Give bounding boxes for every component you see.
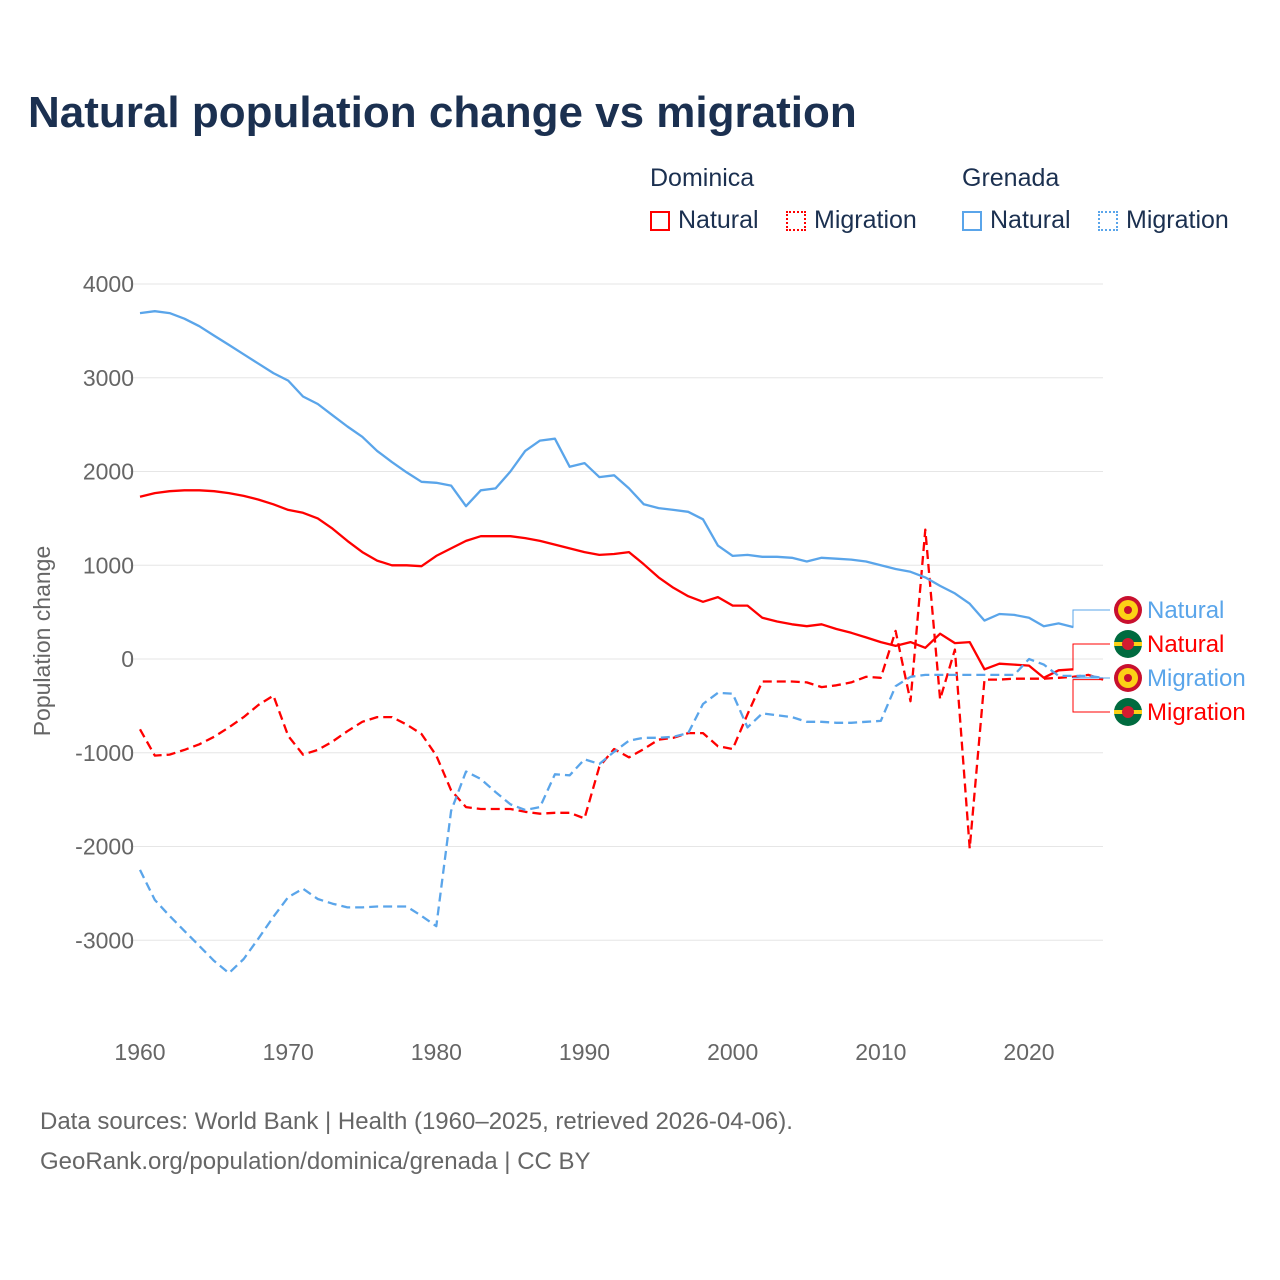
y-tick-label: 4000 bbox=[83, 271, 134, 297]
x-tick-label: 2020 bbox=[1003, 1039, 1054, 1065]
x-tick-label: 2000 bbox=[707, 1039, 758, 1065]
label-connector bbox=[1072, 679, 1110, 713]
y-tick-label: -3000 bbox=[75, 927, 134, 953]
x-tick-label: 1980 bbox=[411, 1039, 462, 1065]
label-connector bbox=[1072, 643, 1110, 670]
chart-title: Natural population change vs migration bbox=[28, 88, 857, 137]
source-line-2[interactable]: GeoRank.org/population/dominica/grenada … bbox=[40, 1148, 591, 1175]
flag-center bbox=[1122, 706, 1134, 718]
x-tick-label: 1960 bbox=[114, 1039, 165, 1065]
legend-dominica-natural[interactable]: Natural bbox=[650, 206, 759, 235]
legend-grenada-migration[interactable]: Migration bbox=[1098, 206, 1229, 235]
legend-swatch-solid-blue bbox=[962, 210, 982, 231]
legend-group-grenada: Grenada bbox=[962, 164, 1060, 192]
x-tick-label: 1990 bbox=[559, 1039, 610, 1065]
legend-group-dominica: Dominica bbox=[650, 164, 755, 192]
legend-label: Natural bbox=[990, 206, 1071, 234]
legend-dominica-migration[interactable]: Migration bbox=[786, 206, 917, 235]
flag-center bbox=[1122, 638, 1134, 650]
y-tick-label: -1000 bbox=[75, 740, 134, 766]
flag-center bbox=[1124, 674, 1132, 682]
end-label: Migration bbox=[1147, 699, 1246, 726]
grenada-flag-icon bbox=[1114, 596, 1142, 624]
x-tick-label: 2010 bbox=[855, 1039, 906, 1065]
source-line-1: Data sources: World Bank | Health (1960–… bbox=[40, 1108, 793, 1135]
legend-swatch-dotted-red bbox=[786, 210, 806, 231]
end-label: Migration bbox=[1147, 665, 1246, 692]
legend-swatch-solid-red bbox=[650, 210, 670, 231]
y-tick-label: 1000 bbox=[83, 552, 134, 578]
x-tick-label: 1970 bbox=[263, 1039, 314, 1065]
legend-grenada-natural[interactable]: Natural bbox=[962, 206, 1071, 235]
legend-label: Natural bbox=[678, 206, 759, 234]
dominica-flag-icon bbox=[1114, 630, 1142, 658]
end-label: Natural bbox=[1147, 631, 1224, 658]
legend-label: Migration bbox=[814, 206, 917, 234]
end-label: Natural bbox=[1147, 597, 1224, 624]
grenada-migration-line bbox=[138, 657, 1104, 975]
y-tick-label: 2000 bbox=[83, 459, 134, 485]
grenada-natural-line bbox=[139, 310, 1074, 629]
legend-swatch-dotted-blue bbox=[1098, 210, 1118, 231]
dominica-natural-line bbox=[139, 489, 1074, 679]
legend-label: Migration bbox=[1126, 206, 1229, 234]
y-tick-label: 3000 bbox=[83, 365, 134, 391]
label-connector bbox=[1072, 609, 1110, 628]
dominica-migration-line bbox=[138, 528, 1104, 850]
y-tick-label: 0 bbox=[121, 646, 134, 672]
y-tick-label: -2000 bbox=[75, 834, 134, 860]
grenada-flag-icon bbox=[1114, 664, 1142, 692]
dominica-flag-icon bbox=[1114, 698, 1142, 726]
flag-center bbox=[1124, 606, 1132, 614]
y-axis-label: Population change bbox=[29, 546, 55, 737]
